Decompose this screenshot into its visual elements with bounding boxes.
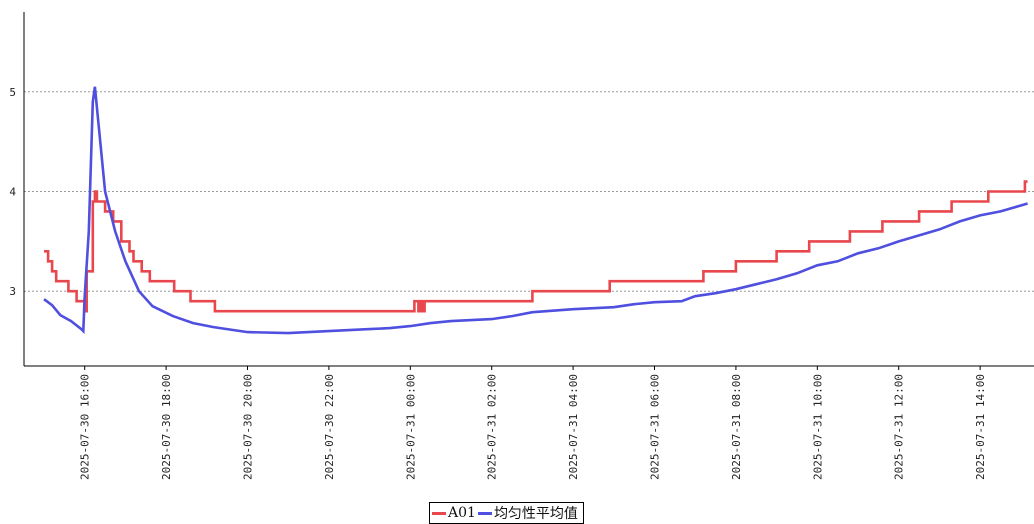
x-tick-label: 2025-07-31 08:00 <box>730 374 743 480</box>
x-tick-label: 2025-07-30 18:00 <box>160 374 173 480</box>
grid-lines <box>24 91 1034 292</box>
legend-item-a01: A01 <box>432 505 476 521</box>
legend-label-uniformity-avg: 均匀性平均值 <box>493 506 578 522</box>
x-tick-label: 2025-07-31 00:00 <box>404 374 417 480</box>
series-lines <box>43 86 1028 335</box>
x-tick-label: 2025-07-30 22:00 <box>323 374 336 480</box>
legend-swatch-a01 <box>432 511 446 515</box>
series-line-a01 <box>44 180 1028 313</box>
x-tick-label: 2025-07-30 16:00 <box>79 374 92 480</box>
series-line-uniformity-avg <box>43 86 1028 335</box>
x-tick-label: 2025-07-31 12:00 <box>893 374 906 480</box>
x-tick-labels: 2025-07-30 16:00 2025-07-30 18:00 2025-07-… <box>79 366 987 480</box>
x-tick-label: 2025-07-31 06:00 <box>649 374 662 480</box>
x-tick-label: 2025-07-30 20:00 <box>242 374 255 480</box>
legend-item-uniformity-avg: 均匀性平均值 <box>477 503 578 523</box>
x-tick-label: 2025-07-31 14:00 <box>974 374 987 480</box>
legend-swatch-uniformity-avg <box>477 511 492 515</box>
legend-label-a01: A01 <box>448 505 476 521</box>
y-tick-label: 5 <box>9 86 16 99</box>
x-tick-label: 2025-07-31 02:00 <box>486 374 499 480</box>
y-tick-label: 3 <box>9 285 16 298</box>
x-tick-label: 2025-07-31 04:00 <box>567 374 580 480</box>
legend: A01 均匀性平均值 <box>429 502 584 524</box>
y-tick-label: 4 <box>9 185 16 198</box>
x-tick-label: 2025-07-31 10:00 <box>811 374 824 480</box>
y-tick-labels: 3 4 5 <box>9 86 16 298</box>
